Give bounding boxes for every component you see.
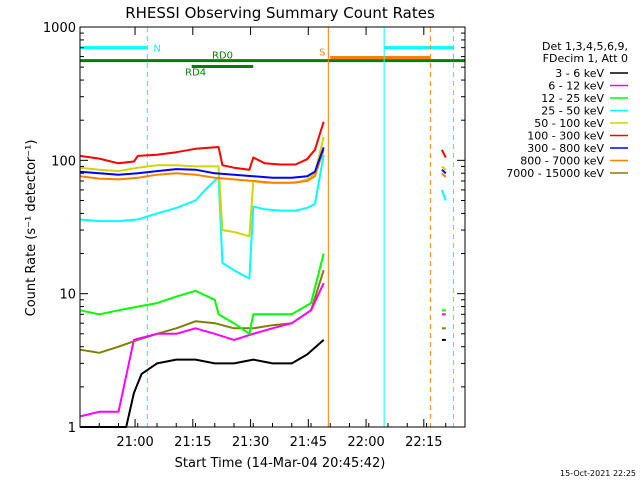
- flag-label-night: N: [153, 44, 160, 55]
- series-line: [80, 339, 325, 428]
- series-line: [79, 253, 325, 335]
- series-line: [79, 149, 325, 184]
- legend-label: 12 - 25 keV: [541, 92, 604, 105]
- legend-label: 50 - 100 keV: [534, 117, 604, 130]
- series-line: [79, 147, 325, 179]
- x-axis-label: Start Time (14-Mar-04 20:45:42): [175, 456, 386, 471]
- legend-label: 800 - 7000 keV: [520, 155, 604, 168]
- legend-label: 7000 - 15000 keV: [506, 167, 604, 180]
- legend-label: 25 - 50 keV: [541, 105, 604, 118]
- flag-label-rd0: RD0: [212, 51, 233, 62]
- legend: Det 1,3,4,5,6,9,FDecim 1, Att 0 3 - 6 keV…: [506, 40, 628, 180]
- x-tick-label: 21:30: [232, 435, 269, 450]
- series-lines: [79, 121, 447, 428]
- series-line: [440, 189, 447, 201]
- series-line: [79, 154, 325, 280]
- y-tick-label: 100: [51, 154, 76, 169]
- x-tick-label: 21:45: [290, 435, 327, 450]
- event-lines: [146, 27, 454, 427]
- legend-label: 6 - 12 keV: [548, 80, 604, 93]
- series-line: [441, 165, 447, 171]
- axis-ticks: 21:00 21:15 21:30 21:45 22:00 22:15 1 10 100 1000: [43, 21, 466, 450]
- y-tick-label: 1: [68, 421, 76, 436]
- legend-label: 300 - 800 keV: [527, 142, 604, 155]
- x-tick-label: 21:15: [174, 435, 211, 450]
- legend-label: 100 - 300 keV: [527, 130, 604, 143]
- y-axis-label: Count Rate (s⁻¹ detector⁻¹): [24, 140, 39, 317]
- legend-header: Det 1,3,4,5,6,9,: [542, 40, 628, 53]
- y-tick-label: 1000: [43, 21, 76, 36]
- legend-header: FDecim 1, Att 0: [543, 52, 628, 65]
- series-line: [79, 121, 325, 171]
- timestamp: 15-Oct-2021 22:25: [560, 469, 636, 478]
- chart-title: RHESSI Observing Summary Count Rates: [125, 4, 435, 22]
- series-line: [79, 282, 325, 418]
- plot-frame: [79, 26, 466, 428]
- series-line: [441, 172, 447, 178]
- flag-label-rd4: RD4: [185, 68, 206, 79]
- flag-bars: N S RD0 RD4: [80, 44, 465, 79]
- flag-label-saa: S: [319, 48, 325, 59]
- x-tick-label: 22:15: [405, 435, 442, 450]
- legend-label: 3 - 6 keV: [555, 67, 604, 80]
- x-tick-label: 22:00: [347, 435, 384, 450]
- x-tick-label: 21:00: [116, 435, 153, 450]
- y-tick-label: 10: [59, 288, 76, 303]
- series-line: [441, 149, 447, 158]
- series-line: [441, 168, 447, 175]
